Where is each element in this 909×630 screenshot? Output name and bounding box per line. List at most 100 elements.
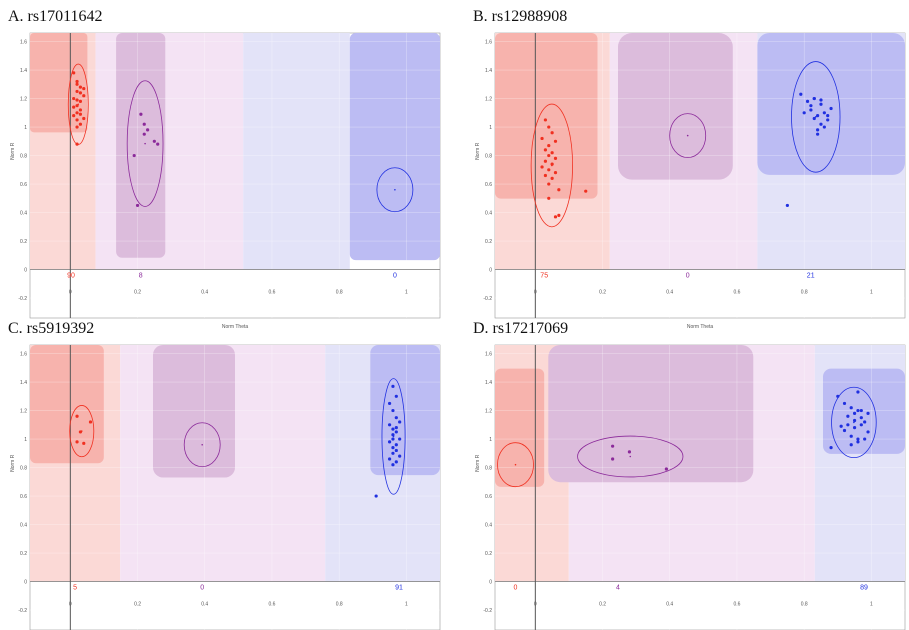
y-tick-label: 0.4 xyxy=(20,211,27,217)
x-tick-label: 0.4 xyxy=(666,602,673,608)
cluster-ellipse xyxy=(791,61,841,173)
data-point xyxy=(611,457,615,461)
data-point xyxy=(852,411,857,415)
data-point xyxy=(72,71,76,75)
data-point xyxy=(152,139,156,143)
data-point xyxy=(132,153,136,158)
data-point xyxy=(802,111,806,115)
data-point xyxy=(387,440,392,444)
y-tick-label: 1 xyxy=(489,437,492,443)
cluster-ellipse xyxy=(381,378,406,495)
data-point xyxy=(75,142,79,146)
data-point xyxy=(142,122,146,126)
y-tick-label: -0.2 xyxy=(18,296,27,302)
y-tick-label: 1.4 xyxy=(485,68,492,74)
cluster-ellipse xyxy=(183,422,221,468)
data-point xyxy=(72,114,76,118)
data-point xyxy=(82,94,86,98)
data-point xyxy=(75,414,79,418)
panel-title: B. rs12988908 xyxy=(473,8,567,25)
panel-title: D. rs17217069 xyxy=(473,320,568,337)
x-tick-label: 0.4 xyxy=(201,290,208,296)
data-point xyxy=(822,111,826,115)
x-tick-label: 0.4 xyxy=(666,290,673,296)
data-point xyxy=(78,99,83,103)
data-point xyxy=(849,434,853,438)
y-tick-label: 0.4 xyxy=(485,523,492,529)
data-point xyxy=(627,450,632,454)
data-point xyxy=(156,142,160,146)
y-axis-label: Norm R xyxy=(10,454,16,472)
data-point xyxy=(88,420,93,424)
data-point xyxy=(398,437,402,441)
data-point xyxy=(540,165,544,169)
data-point xyxy=(553,215,558,219)
data-point xyxy=(391,437,395,441)
data-point xyxy=(543,148,548,152)
data-point xyxy=(391,408,395,413)
x-tick-label: 1 xyxy=(870,602,873,608)
data-point xyxy=(82,86,86,91)
cluster-count: 4 xyxy=(616,585,620,592)
data-point xyxy=(547,196,551,200)
y-tick-label: 1.4 xyxy=(20,68,27,74)
data-point xyxy=(799,92,803,96)
data-point xyxy=(553,171,558,175)
x-tick-label: 1 xyxy=(405,290,408,296)
data-point xyxy=(836,394,840,398)
y-tick-label: -0.2 xyxy=(483,296,492,302)
data-point xyxy=(819,102,823,106)
y-tick-label: 1.6 xyxy=(20,352,27,358)
data-point xyxy=(829,106,833,111)
data-point xyxy=(135,203,140,208)
data-point xyxy=(82,441,86,445)
x-tick-label: 0.2 xyxy=(134,290,141,296)
data-point xyxy=(387,401,392,406)
data-point xyxy=(846,414,850,418)
data-point xyxy=(812,96,816,101)
cluster-ellipse xyxy=(530,103,573,228)
data-point xyxy=(553,139,558,143)
cluster-zone xyxy=(823,368,905,454)
data-point xyxy=(547,143,551,148)
data-point xyxy=(75,82,79,86)
y-tick-label: 0.2 xyxy=(20,239,27,245)
data-point xyxy=(849,443,853,447)
data-point xyxy=(391,463,395,467)
y-tick-label: 0.2 xyxy=(20,551,27,557)
data-point xyxy=(809,108,813,112)
data-point xyxy=(75,104,79,108)
data-point xyxy=(394,460,398,464)
data-point xyxy=(550,131,554,135)
cluster-center xyxy=(629,455,632,458)
panel: A. rs17011642 -0.2 0 0.2 0.4 0.6 0.8 1 1.2 1.4 1.6… xyxy=(8,8,441,330)
data-point xyxy=(856,440,860,444)
cluster-center xyxy=(394,188,396,191)
data-point xyxy=(75,111,79,115)
cluster-zone xyxy=(618,33,733,180)
data-point xyxy=(856,437,860,441)
data-point xyxy=(550,151,554,155)
cluster-center xyxy=(201,443,203,446)
data-point xyxy=(394,416,398,420)
cluster-zone xyxy=(30,345,104,464)
cluster-zone xyxy=(495,33,598,199)
data-point xyxy=(584,189,588,193)
cluster-count: 0 xyxy=(514,585,518,592)
data-point xyxy=(822,125,826,129)
data-point xyxy=(856,390,860,394)
x-tick-label: 0.6 xyxy=(268,602,275,608)
y-tick-label: 0.6 xyxy=(485,182,492,188)
data-point xyxy=(387,423,392,427)
data-point xyxy=(859,423,863,427)
data-point xyxy=(543,159,548,163)
cluster-count: 75 xyxy=(540,273,548,280)
data-point xyxy=(82,116,86,121)
data-point xyxy=(139,112,143,116)
data-point xyxy=(547,153,551,158)
y-tick-label: 0.8 xyxy=(20,466,27,472)
data-point xyxy=(557,188,561,192)
panel: C. rs5919392 -0.2 0 0.2 0.4 0.6 0.8 1 1.2 1.4 1.6 0… xyxy=(8,320,441,630)
cluster-ellipse xyxy=(126,80,164,207)
